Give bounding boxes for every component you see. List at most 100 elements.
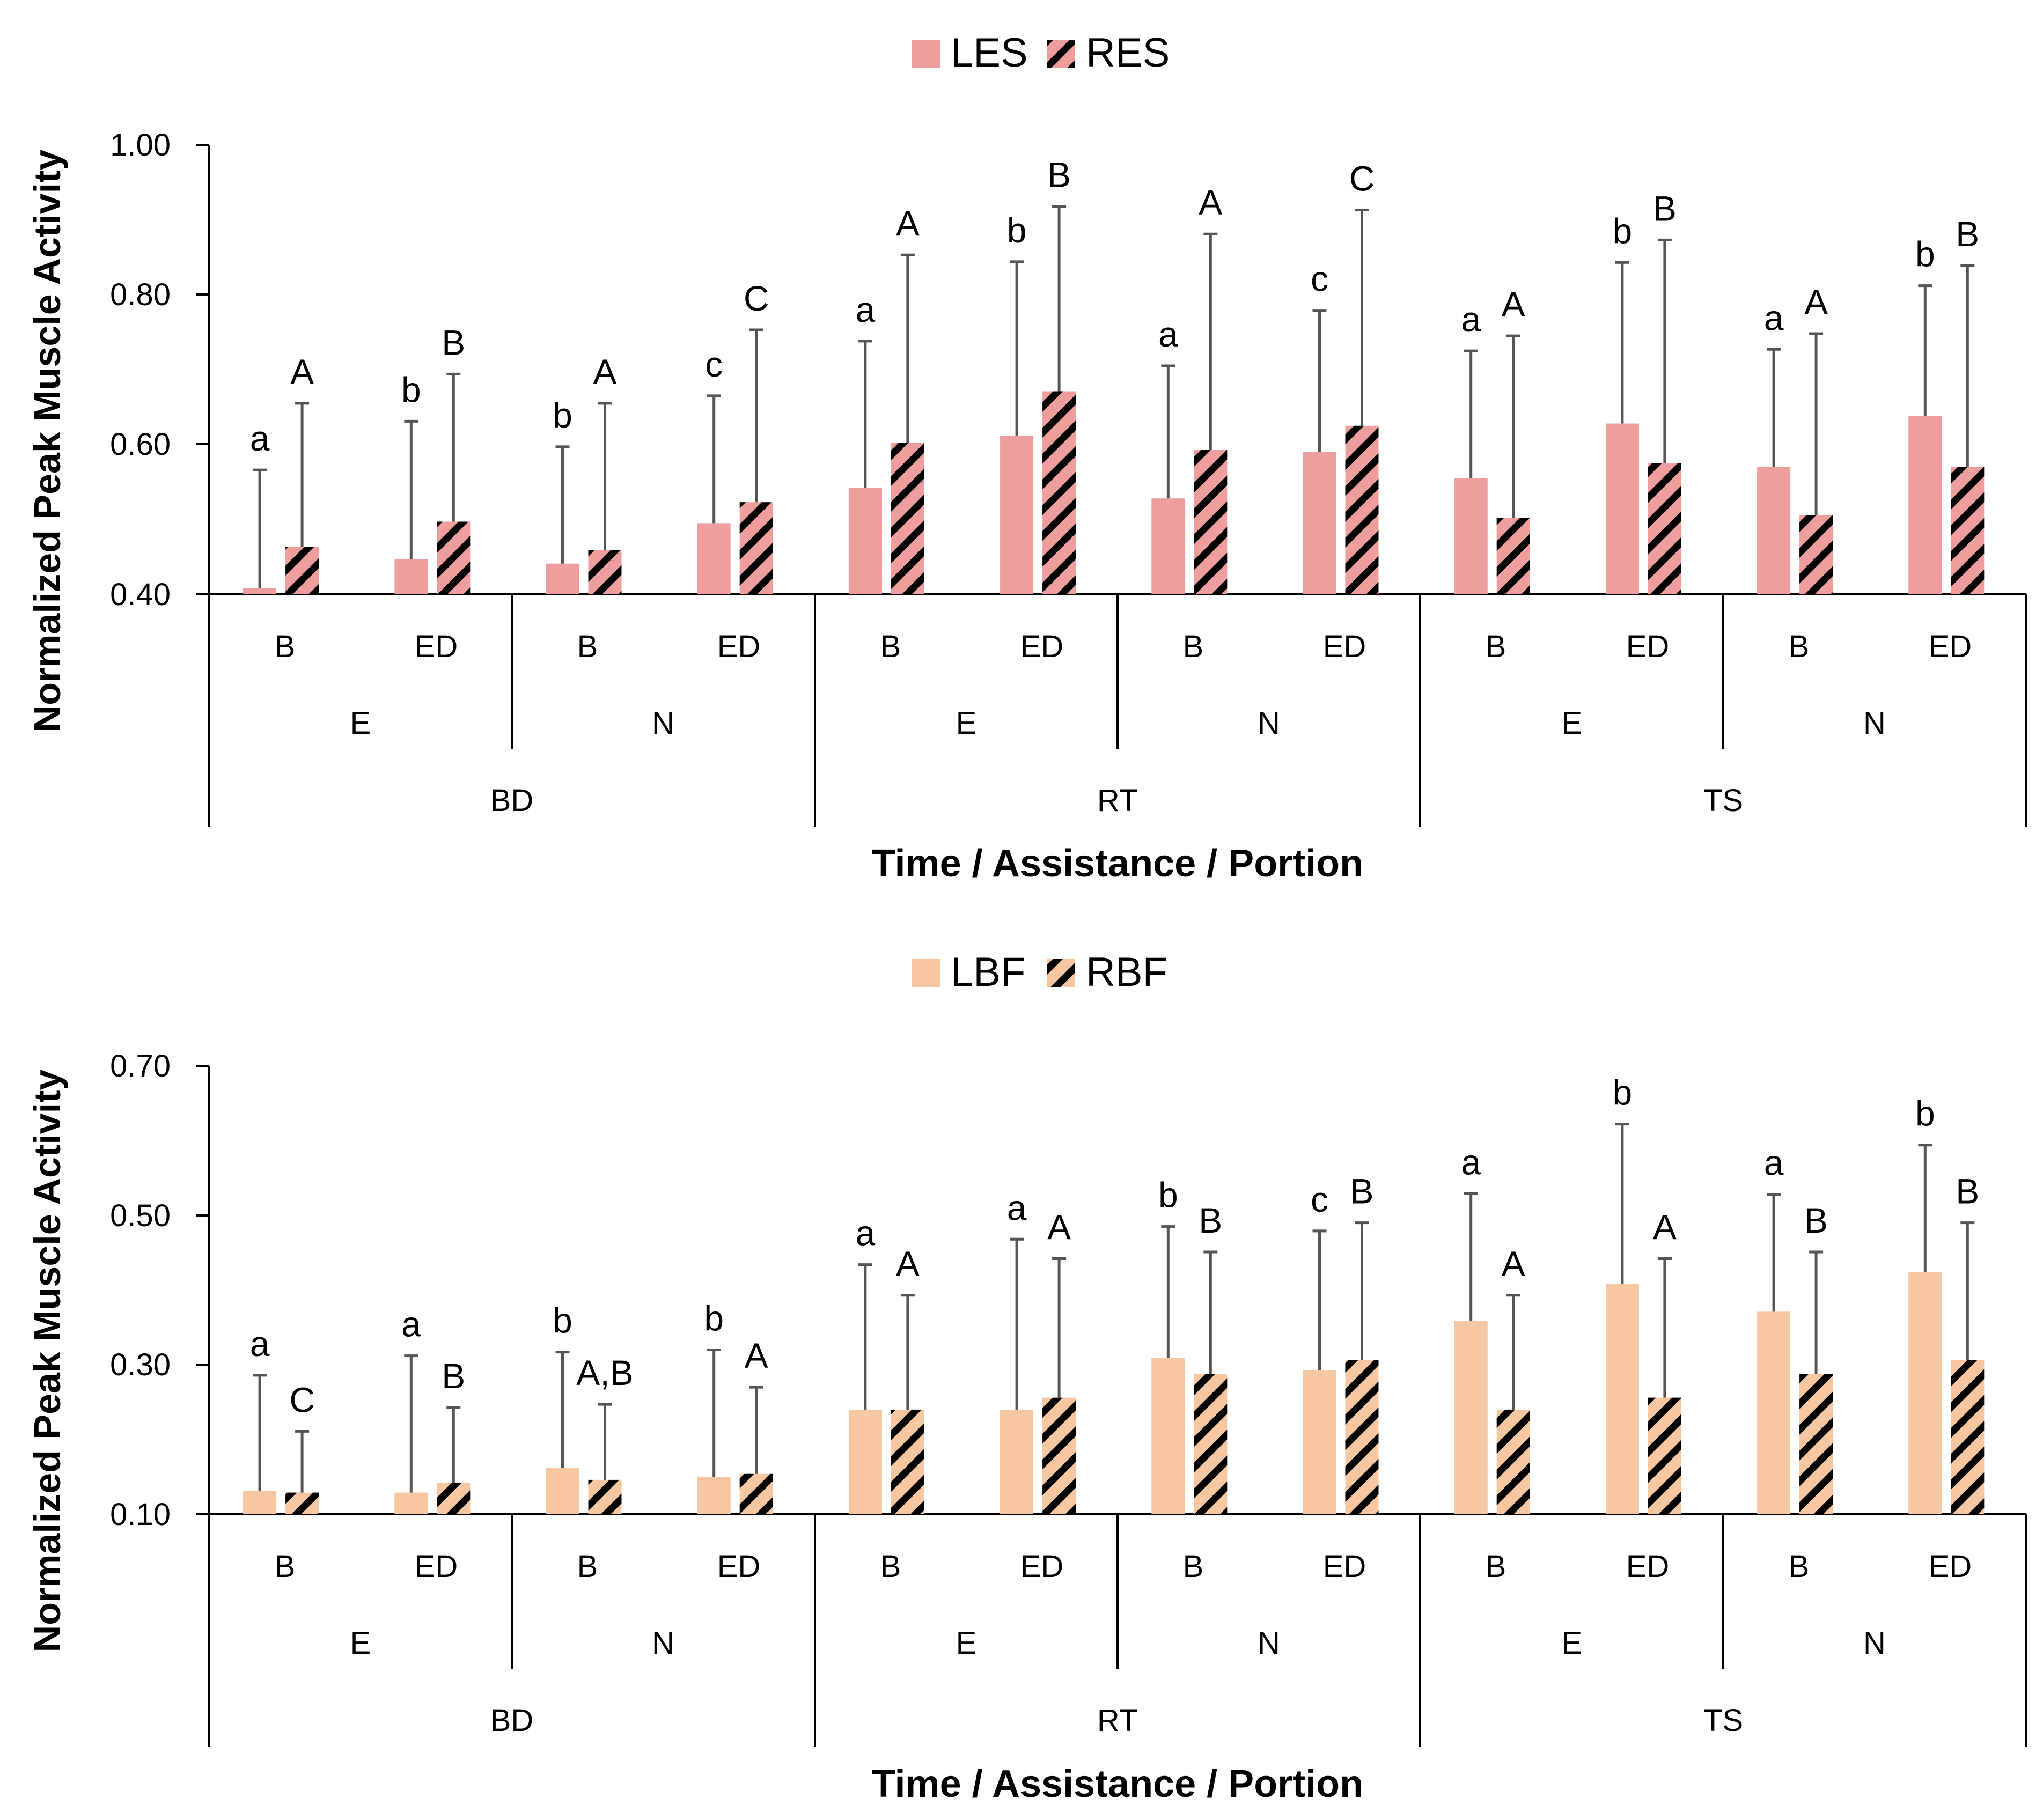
bar-lbf	[1151, 1358, 1185, 1514]
bar-les	[1605, 423, 1639, 594]
bar-lbf	[1757, 1311, 1791, 1514]
y-tick-label: 0.40	[110, 577, 171, 612]
portion-label: ED	[1929, 1549, 1972, 1584]
assistance-label: N	[652, 1626, 674, 1661]
significance-label-lbf: a	[1007, 1188, 1027, 1227]
assistance-label: E	[350, 706, 371, 741]
legend-swatch-lbf	[912, 959, 940, 987]
portion-label: B	[275, 1549, 296, 1584]
bar-res	[739, 502, 773, 594]
significance-label-res: B	[1956, 214, 1979, 254]
portion-label: B	[1486, 1549, 1506, 1584]
bar-les	[1908, 416, 1942, 594]
significance-label-lbf: c	[1311, 1180, 1328, 1219]
bar-rbf	[588, 1479, 622, 1514]
portion-label: ED	[1323, 629, 1366, 664]
y-axis-label-bf: Normalized Peak Muscle Activity	[26, 1070, 68, 1653]
portion-label: B	[577, 1549, 598, 1584]
time-label: RT	[1097, 783, 1138, 818]
y-tick-label: 0.70	[110, 1049, 171, 1084]
significance-label-rbf: A	[745, 1336, 768, 1375]
bar-res	[588, 550, 622, 594]
assistance-labels-es: E N E N E N	[350, 706, 1886, 741]
bar-lbf	[1454, 1321, 1488, 1514]
assistance-label: N	[652, 706, 674, 741]
significance-label-les: a	[1461, 299, 1481, 339]
significance-label-lbf: a	[250, 1324, 270, 1364]
significance-label-res: A	[896, 203, 920, 243]
time-labels-bf: BD RT TS	[490, 1703, 1743, 1738]
portion-labels-es: B ED B ED B ED B ED B ED B ED	[275, 629, 1972, 664]
y-tick-label: 1.00	[110, 128, 171, 163]
bar-les	[697, 523, 731, 594]
significance-label-res: A	[1199, 182, 1222, 222]
significance-label-les: b	[1007, 210, 1027, 250]
significance-label-lbf: b	[1613, 1073, 1633, 1112]
significance-label-res: A	[1502, 284, 1525, 324]
bar-rbf	[1951, 1360, 1985, 1514]
significance-label-lbf: a	[1461, 1142, 1481, 1182]
significance-label-les: b	[1613, 211, 1633, 250]
bar-rbf	[739, 1473, 773, 1514]
assistance-label: E	[1562, 706, 1583, 741]
significance-label-res: C	[1349, 159, 1375, 198]
portion-label: B	[880, 1549, 901, 1584]
portion-label: B	[1789, 1549, 1810, 1584]
bar-res	[1951, 467, 1985, 594]
significance-label-lbf: a	[856, 1213, 876, 1253]
time-label: RT	[1097, 1703, 1138, 1738]
significance-label-les: c	[1311, 259, 1328, 299]
bar-lbf	[243, 1491, 277, 1514]
assistance-label: E	[1562, 1626, 1583, 1661]
bar-les	[1000, 435, 1034, 594]
portion-labels-bf: B ED B ED B ED B ED B ED B ED	[275, 1549, 1972, 1584]
bar-les	[1151, 498, 1185, 594]
bar-res	[1042, 391, 1076, 594]
y-axis-label-es: Normalized Peak Muscle Activity	[26, 150, 68, 733]
significance-label-lbf: b	[1158, 1175, 1178, 1215]
portion-label: B	[1183, 629, 1204, 664]
significance-label-rbf: A	[896, 1244, 920, 1284]
x-axis-label-bf: Time / Assistance / Portion	[872, 1763, 1363, 1806]
significance-label-rbf: A	[1047, 1207, 1071, 1247]
bar-les	[848, 488, 882, 594]
bar-lbf	[1000, 1409, 1034, 1514]
legend-label-lbf: LBF	[951, 949, 1025, 995]
portion-label: B	[275, 629, 296, 664]
time-label: BD	[490, 783, 534, 818]
x-separators-bf	[208, 1514, 2027, 1747]
legend-swatch-les	[912, 40, 940, 68]
y-tick-label: 0.60	[110, 427, 171, 462]
significance-label-lbf: b	[1915, 1094, 1935, 1133]
bar-res	[285, 547, 319, 594]
bar-lbf	[1605, 1284, 1639, 1514]
significance-label-lbf: b	[553, 1301, 572, 1340]
portion-label: ED	[1626, 1549, 1670, 1584]
assistance-label: E	[956, 706, 977, 741]
bar-rbf	[1799, 1374, 1833, 1514]
time-label: BD	[490, 1703, 534, 1738]
significance-label-res: B	[1653, 188, 1677, 228]
y-tick-label: 0.10	[110, 1497, 171, 1532]
assistance-label: E	[956, 1626, 977, 1661]
bar-rbf	[1648, 1397, 1681, 1514]
x-axis-label-es: Time / Assistance / Portion	[872, 842, 1363, 885]
y-ticks-bf: 0.10 0.30 0.50 0.70	[110, 1049, 209, 1532]
legend-swatch-res	[1047, 40, 1075, 68]
significance-label-les: b	[1915, 234, 1935, 274]
significance-label-res: A	[290, 352, 314, 392]
significance-label-rbf: A	[1653, 1207, 1677, 1247]
legend-label-rbf: RBF	[1086, 949, 1167, 995]
bar-lbf	[1303, 1370, 1336, 1514]
portion-label: B	[880, 629, 901, 664]
bar-res	[1194, 450, 1228, 594]
significance-label-les: a	[1158, 314, 1178, 354]
significance-label-res: C	[744, 278, 769, 318]
time-label: TS	[1703, 1703, 1743, 1738]
portion-label: ED	[415, 1549, 458, 1584]
bar-rbf	[1345, 1360, 1379, 1514]
bar-les	[1757, 467, 1791, 594]
assistance-label: N	[1258, 1626, 1280, 1661]
